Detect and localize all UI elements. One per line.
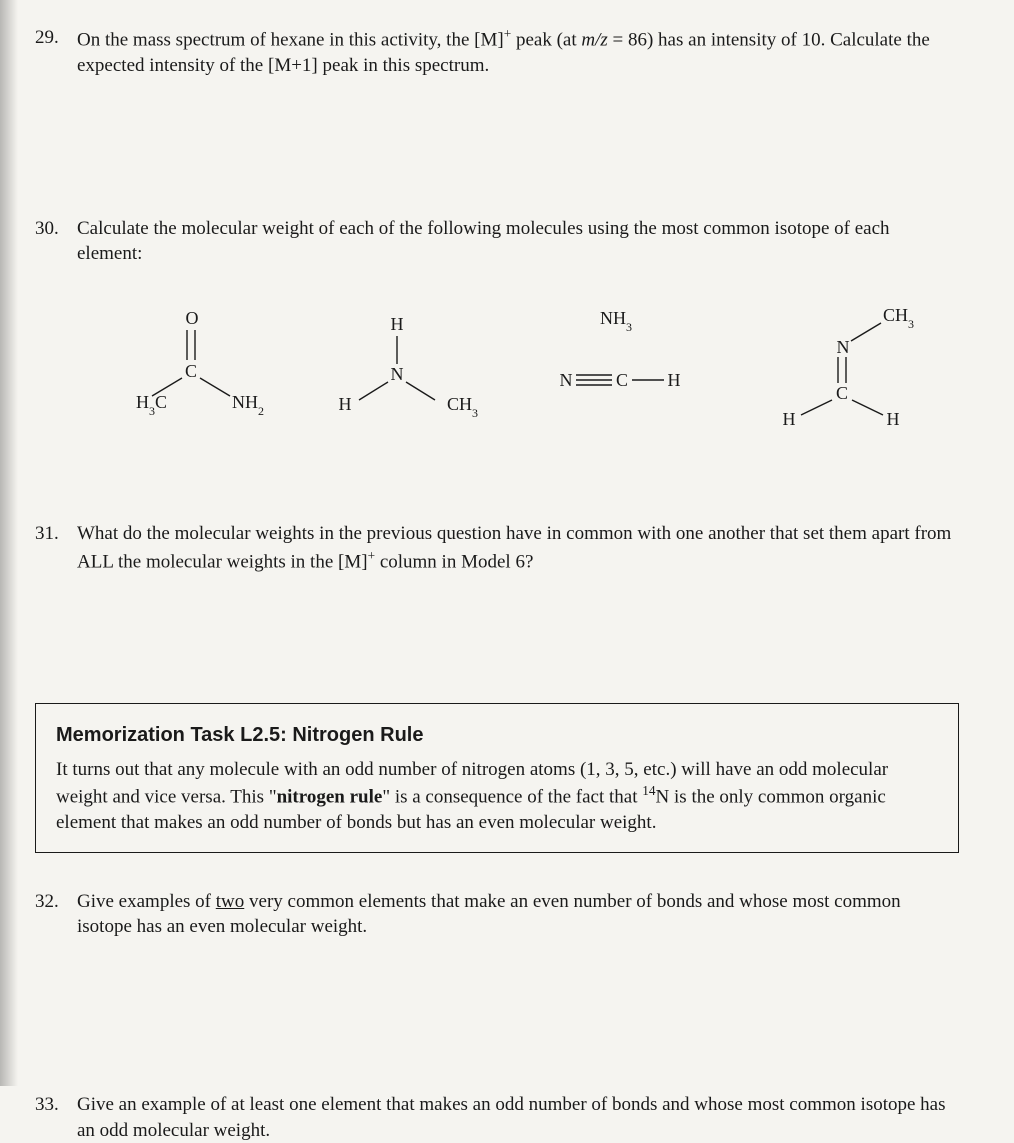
structure-hcn-nh3: NH3 N C H xyxy=(540,302,700,422)
structure-imine: H N H CH3 xyxy=(327,302,487,422)
structure-imine-2: CH3 N C H H xyxy=(753,297,923,427)
question-number: 33. xyxy=(35,1092,77,1143)
svg-text:H: H xyxy=(338,394,351,414)
question-body: Give an example of at least one element … xyxy=(77,1092,959,1143)
svg-text:H: H xyxy=(886,409,899,427)
box-body: It turns out that any molecule with an o… xyxy=(56,757,938,836)
question-number: 29. xyxy=(35,25,77,79)
box-c: " is a consequence of the fact that xyxy=(382,786,642,807)
svg-text:NH2: NH2 xyxy=(232,392,264,418)
structures-row: O C H3C NH2 H N H CH3 NH3 xyxy=(77,297,959,427)
svg-text:H: H xyxy=(782,409,795,427)
svg-text:N: N xyxy=(836,337,849,357)
svg-text:O: O xyxy=(185,308,198,328)
svg-text:H3C: H3C xyxy=(136,392,167,418)
svg-text:C: C xyxy=(835,383,847,403)
svg-text:H: H xyxy=(390,314,403,334)
q29-text-b: peak (at xyxy=(511,29,581,50)
question-33: 33. Give an example of at least one elem… xyxy=(35,1092,959,1143)
question-29: 29. On the mass spectrum of hexane in th… xyxy=(35,25,959,79)
q29-text-a: On the mass spectrum of hexane in this a… xyxy=(77,29,504,50)
q31-sup: + xyxy=(368,548,376,563)
question-body: What do the molecular weights in the pre… xyxy=(77,521,959,575)
box-title: Memorization Task L2.5: Nitrogen Rule xyxy=(56,722,938,749)
question-body: On the mass spectrum of hexane in this a… xyxy=(77,25,959,79)
svg-text:H: H xyxy=(667,370,680,390)
svg-text:C: C xyxy=(615,370,627,390)
q32-a: Give examples of xyxy=(77,891,216,912)
memorization-box: Memorization Task L2.5: Nitrogen Rule It… xyxy=(35,703,959,853)
question-number: 31. xyxy=(35,521,77,575)
question-32: 32. Give examples of two very common ele… xyxy=(35,889,959,940)
svg-text:NH3: NH3 xyxy=(600,308,632,334)
box-isotope: 14 xyxy=(642,783,655,798)
question-number: 30. xyxy=(35,216,77,455)
q30-text: Calculate the molecular weight of each o… xyxy=(77,218,890,265)
question-30: 30. Calculate the molecular weight of ea… xyxy=(35,216,959,455)
q31-text-b: column in Model 6? xyxy=(375,551,533,572)
question-body: Calculate the molecular weight of each o… xyxy=(77,216,959,455)
q32-b: two xyxy=(216,891,245,912)
svg-text:N: N xyxy=(390,364,403,384)
q29-mz: m/z xyxy=(581,29,607,50)
svg-text:C: C xyxy=(184,361,196,381)
svg-text:CH3: CH3 xyxy=(883,305,914,331)
svg-text:CH3: CH3 xyxy=(447,394,478,420)
question-body: Give examples of two very common element… xyxy=(77,889,959,940)
q33-text: Give an example of at least one element … xyxy=(77,1094,946,1141)
question-31: 31. What do the molecular weights in the… xyxy=(35,521,959,575)
svg-text:N: N xyxy=(559,370,572,390)
structure-acetamide: O C H3C NH2 xyxy=(114,302,274,422)
question-number: 32. xyxy=(35,889,77,940)
box-b: nitrogen rule xyxy=(277,786,383,807)
